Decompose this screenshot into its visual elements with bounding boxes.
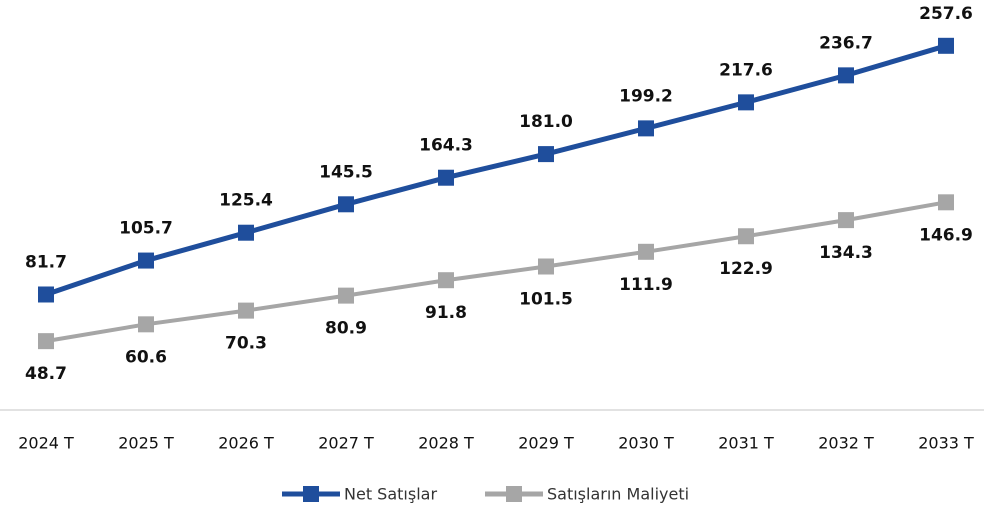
series-line — [45, 43, 947, 297]
x-tick-label: 2024 T — [18, 434, 74, 453]
marker — [438, 272, 454, 289]
marker — [938, 194, 954, 211]
data-label: 145.5 — [319, 162, 373, 182]
marker — [538, 258, 554, 275]
marker — [338, 287, 354, 304]
x-tick-label: 2032 T — [818, 434, 874, 453]
data-label: 80.9 — [325, 319, 367, 339]
marker — [938, 37, 954, 54]
data-label: 164.3 — [419, 136, 473, 156]
x-tick-label: 2028 T — [418, 434, 474, 453]
legend-label: Net Satışlar — [344, 485, 437, 504]
x-tick-label: 2027 T — [318, 434, 374, 453]
data-label: 217.6 — [719, 60, 773, 80]
legend-label: Satışların Maliyeti — [547, 485, 689, 504]
x-tick-label: 2031 T — [718, 434, 774, 453]
marker — [738, 94, 754, 111]
data-label: 181.0 — [519, 112, 573, 132]
data-label: 257.6 — [919, 4, 973, 24]
marker — [138, 316, 154, 333]
x-tick-label: 2033 T — [918, 434, 974, 453]
marker — [538, 146, 554, 163]
marker — [438, 169, 454, 186]
marker — [738, 228, 754, 245]
data-label: 111.9 — [619, 275, 673, 295]
legend-marker — [303, 486, 319, 502]
x-tick-label: 2025 T — [118, 434, 174, 453]
marker — [138, 252, 154, 269]
marker — [838, 212, 854, 229]
data-label: 146.9 — [919, 225, 973, 245]
data-label: 81.7 — [25, 252, 67, 272]
marker — [638, 120, 654, 137]
data-label: 101.5 — [519, 290, 573, 310]
data-label: 60.6 — [125, 347, 167, 367]
series-line — [45, 200, 947, 344]
data-label: 236.7 — [819, 33, 873, 53]
legend-marker — [506, 486, 522, 502]
data-label: 105.7 — [119, 219, 173, 239]
x-tick-label: 2029 T — [518, 434, 574, 453]
data-label: 91.8 — [425, 303, 467, 323]
data-label: 134.3 — [819, 243, 873, 263]
marker — [38, 286, 54, 303]
x-tick-label: 2030 T — [618, 434, 674, 453]
marker — [838, 67, 854, 84]
marker — [638, 243, 654, 260]
marker — [38, 333, 54, 350]
marker — [338, 196, 354, 213]
marker — [238, 302, 254, 319]
data-label: 70.3 — [225, 334, 267, 354]
data-label: 125.4 — [219, 191, 273, 211]
data-label: 122.9 — [719, 259, 773, 279]
data-label: 48.7 — [25, 364, 67, 384]
data-label: 199.2 — [619, 86, 673, 106]
x-tick-label: 2026 T — [218, 434, 274, 453]
marker — [238, 224, 254, 241]
